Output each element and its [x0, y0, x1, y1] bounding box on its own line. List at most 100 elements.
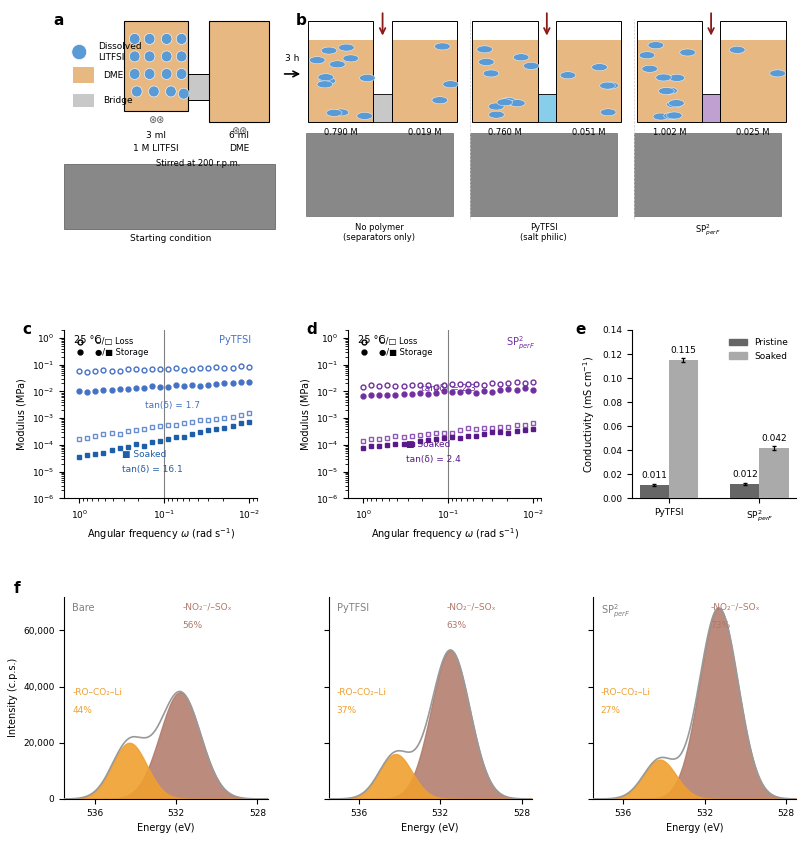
Legend: O/□ Loss, ●/■ Storage: O/□ Loss, ●/■ Storage — [68, 334, 152, 361]
Bar — [305, 133, 452, 216]
Text: ■ Soaked: ■ Soaked — [122, 450, 166, 459]
Circle shape — [509, 99, 524, 107]
Circle shape — [728, 46, 744, 53]
Text: 3 h: 3 h — [285, 54, 300, 63]
Circle shape — [512, 54, 528, 61]
Circle shape — [342, 55, 358, 62]
Circle shape — [316, 81, 332, 87]
Text: 0.019 M: 0.019 M — [407, 128, 441, 136]
Text: 0.011: 0.011 — [641, 472, 666, 480]
Circle shape — [309, 56, 324, 64]
Text: -NO₂⁻/–SOₓ: -NO₂⁻/–SOₓ — [710, 603, 760, 611]
Circle shape — [658, 87, 674, 94]
Bar — [373, 94, 391, 122]
Bar — [668, 360, 697, 499]
Text: SP$^2_{perF}$: SP$^2_{perF}$ — [600, 603, 630, 620]
Text: -RO–CO₂–Li: -RO–CO₂–Li — [336, 688, 386, 696]
Text: b: b — [296, 13, 306, 28]
Circle shape — [326, 109, 341, 116]
Text: 25 °C: 25 °C — [74, 335, 101, 345]
Circle shape — [768, 70, 785, 77]
Text: 0.115: 0.115 — [670, 346, 695, 355]
Circle shape — [560, 71, 575, 79]
Text: -RO–CO₂–Li: -RO–CO₂–Li — [600, 688, 650, 696]
Text: SP$^2_{perF}$: SP$^2_{perF}$ — [694, 223, 719, 238]
Text: PyTFSI: PyTFSI — [218, 335, 251, 345]
Circle shape — [178, 88, 189, 99]
Text: 44%: 44% — [72, 706, 92, 715]
Bar — [636, 21, 701, 122]
Circle shape — [129, 68, 140, 79]
Bar — [730, 484, 759, 499]
Circle shape — [655, 74, 671, 81]
Text: f: f — [14, 580, 20, 595]
Circle shape — [434, 43, 450, 50]
Circle shape — [329, 61, 344, 68]
Circle shape — [320, 47, 336, 54]
Text: tan(δ) = 2.3: tan(δ) = 2.3 — [421, 384, 475, 394]
Text: Starting condition: Starting condition — [130, 234, 211, 243]
Bar — [759, 448, 788, 499]
Bar — [391, 40, 456, 122]
Text: 0.042: 0.042 — [760, 434, 786, 443]
Bar — [719, 40, 785, 122]
Text: 1 M LITFSI: 1 M LITFSI — [133, 144, 178, 153]
Circle shape — [661, 87, 676, 94]
Text: tan(δ) = 16.1: tan(δ) = 16.1 — [122, 465, 182, 474]
Text: DME: DME — [103, 71, 123, 80]
Circle shape — [600, 108, 615, 116]
Text: 25 °C: 25 °C — [357, 335, 385, 345]
Bar — [73, 93, 94, 107]
Bar — [73, 67, 94, 82]
Circle shape — [161, 68, 172, 79]
Circle shape — [679, 49, 695, 56]
Circle shape — [359, 75, 375, 82]
Circle shape — [71, 45, 87, 60]
Circle shape — [338, 44, 354, 51]
X-axis label: Angular frequency $\omega$ (rad s$^{-1}$): Angular frequency $\omega$ (rad s$^{-1}$… — [87, 526, 234, 542]
Text: Bridge: Bridge — [103, 96, 132, 105]
Text: ⊛⊛: ⊛⊛ — [230, 126, 247, 136]
Circle shape — [638, 51, 654, 59]
Circle shape — [132, 86, 142, 97]
Circle shape — [602, 82, 618, 89]
Circle shape — [483, 70, 498, 77]
Text: 73%: 73% — [710, 621, 730, 630]
Text: 6 ml: 6 ml — [229, 131, 249, 140]
Circle shape — [161, 34, 172, 45]
Circle shape — [332, 109, 349, 116]
Circle shape — [476, 46, 492, 53]
Circle shape — [666, 112, 681, 119]
Bar — [308, 40, 373, 122]
Circle shape — [500, 98, 516, 104]
Circle shape — [668, 74, 684, 82]
Circle shape — [523, 62, 538, 70]
Text: DME: DME — [229, 144, 249, 153]
Text: 27%: 27% — [600, 706, 620, 715]
Text: e: e — [574, 321, 585, 336]
Circle shape — [591, 64, 606, 71]
Bar — [701, 94, 719, 122]
Y-axis label: Modulus (MPa): Modulus (MPa) — [300, 378, 310, 450]
Text: PyTFSI: PyTFSI — [336, 603, 369, 613]
Text: 0.025 M: 0.025 M — [736, 128, 768, 136]
Bar — [188, 74, 209, 100]
X-axis label: Energy (eV): Energy (eV) — [137, 823, 194, 833]
Circle shape — [357, 113, 372, 119]
Bar — [209, 21, 269, 122]
Y-axis label: Conductivity (mS cm$^{-1}$): Conductivity (mS cm$^{-1}$) — [581, 356, 596, 473]
Bar — [391, 21, 456, 122]
Text: d: d — [306, 321, 316, 336]
Text: -NO₂⁻/–SOₓ: -NO₂⁻/–SOₓ — [446, 603, 495, 611]
Bar — [634, 133, 781, 216]
Text: 0.760 M: 0.760 M — [487, 128, 521, 136]
Bar — [64, 164, 275, 230]
Bar — [124, 21, 188, 111]
Circle shape — [666, 101, 681, 108]
Bar — [636, 40, 701, 122]
Bar — [537, 94, 555, 122]
Text: 1.002 M: 1.002 M — [652, 128, 685, 136]
Bar — [188, 74, 209, 100]
Bar — [472, 21, 537, 122]
Circle shape — [320, 77, 336, 84]
